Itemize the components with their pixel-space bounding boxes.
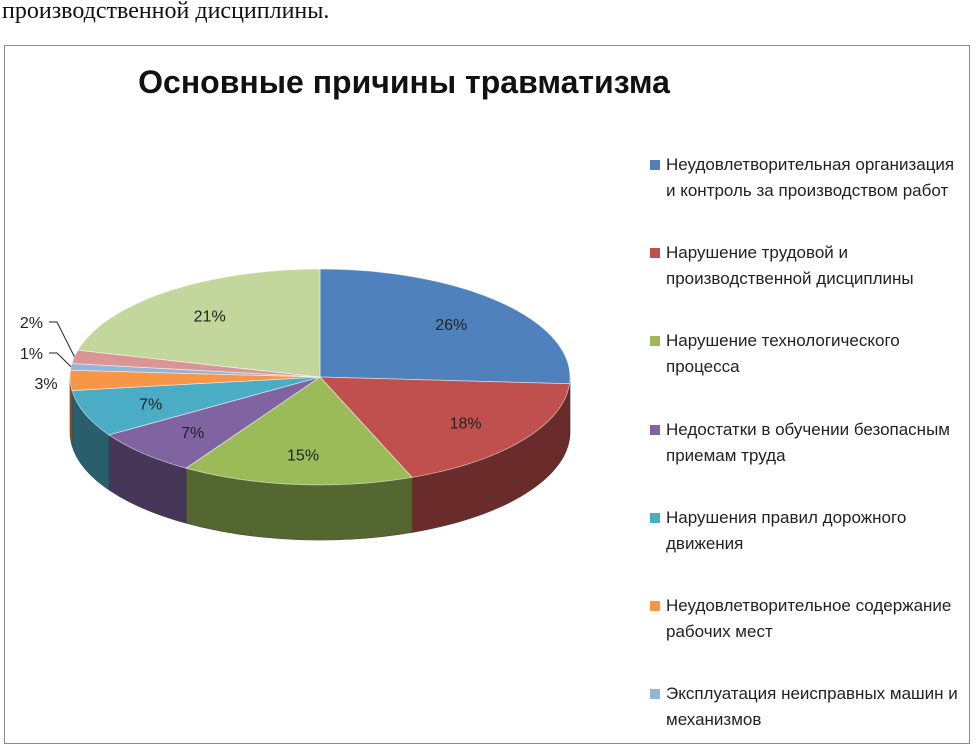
pie-depth-layer: [69, 376, 571, 541]
leader-line-7: [49, 321, 75, 357]
legend-item: Неудовлетворительная организация и контр…: [650, 152, 970, 204]
chart-title: Основные причины травматизма: [138, 64, 670, 100]
legend-label: Эксплуатация неисправных машин и механиз…: [666, 684, 958, 729]
legend-label: Нарушение технологического процесса: [666, 331, 900, 376]
pie-data-label-8: 21%: [194, 309, 226, 326]
legend-item: Нарушение технологического процесса: [650, 328, 970, 380]
pie-slice-4: [71, 376, 321, 436]
preceding-paragraph-text: производственной дисциплины.: [2, 0, 330, 24]
legend-swatch-icon: [650, 513, 660, 523]
pie-data-label-1: 18%: [450, 416, 482, 433]
legend-item: Нарушения правил дорожного движения: [650, 505, 970, 557]
pie-data-label-4: 7%: [139, 396, 162, 413]
pie-slice-2: [185, 376, 413, 486]
legend-swatch-icon: [650, 425, 660, 435]
legend-label: Нарушения правил дорожного движения: [666, 508, 907, 553]
pie-slice-8: [77, 268, 321, 378]
pie-data-label-3: 7%: [181, 425, 204, 442]
legend-item: Нарушение трудовой и производственной ди…: [650, 240, 970, 292]
pie-data-label-0: 26%: [435, 317, 467, 334]
pie-slice-0: [319, 268, 571, 385]
legend-swatch-icon: [650, 160, 660, 170]
legend-swatch-icon: [650, 689, 660, 699]
pie-slice-1: [319, 376, 570, 478]
legend-swatch-icon: [650, 248, 660, 258]
legend-item: Неудовлетворительное содержание рабочих …: [650, 593, 970, 645]
legend-label: Нарушение трудовой и производственной ди…: [666, 243, 914, 288]
legend-label: Неудовлетворительная организация и контр…: [666, 155, 955, 200]
legend-swatch-icon: [650, 601, 660, 611]
legend-item: Недостатки в обучении безопасным приемам…: [650, 417, 970, 469]
pie-data-label-7: 2%: [20, 315, 43, 332]
legend-label: Недостатки в обучении безопасным приемам…: [666, 420, 950, 465]
pie-top-layer: [69, 268, 571, 486]
pie-data-label-5: 3%: [34, 376, 57, 393]
pie-data-label-6: 1%: [20, 346, 43, 363]
pie-slice-3: [107, 376, 321, 469]
legend-label: Неудовлетворительное содержание рабочих …: [666, 596, 952, 641]
pie-data-label-2: 15%: [287, 447, 319, 464]
pie-labels-layer: 26% 18% 15% 7% 7% 3% 1% 2% 21%: [20, 309, 482, 465]
leader-line-6: [49, 352, 72, 368]
legend-swatch-icon: [650, 336, 660, 346]
legend-item: Эксплуатация неисправных машин и механиз…: [650, 681, 970, 733]
